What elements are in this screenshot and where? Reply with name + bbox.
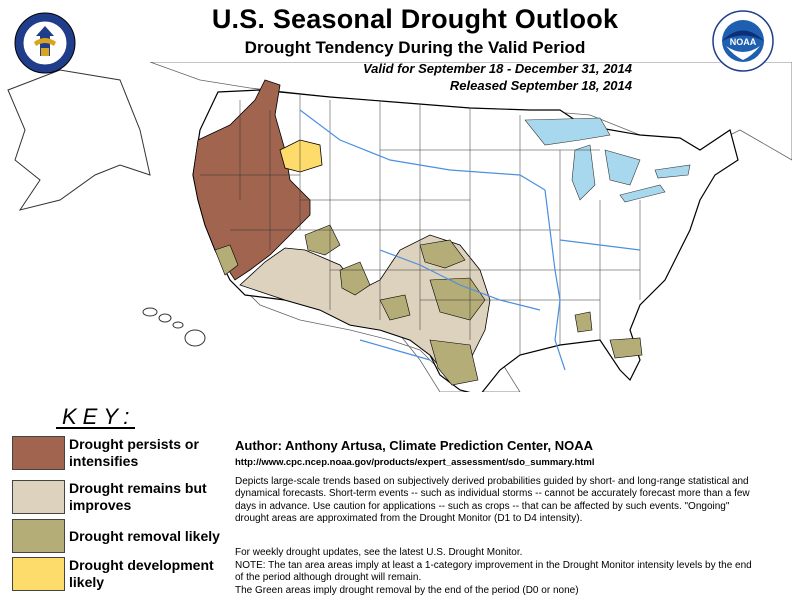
lake-ontario (654, 164, 691, 179)
removal-region (379, 294, 411, 321)
removal-region (429, 339, 479, 386)
note-tan-text: NOTE: The tan area areas imply at least … (235, 560, 752, 584)
legend-swatch-improves (12, 480, 65, 514)
hawaii-island (184, 329, 206, 347)
weekly-update-text: For weekly drought updates, see the late… (235, 547, 523, 558)
lake-huron (604, 149, 641, 186)
key-title: KEY: (55, 404, 136, 429)
river-line (299, 109, 546, 191)
author-credit: Author: Anthony Artusa, Climate Predicti… (235, 438, 594, 453)
legend-label: Drought removal likely (69, 527, 220, 544)
legend-label: Drought remains but improves (69, 480, 207, 513)
removal-region (304, 224, 341, 256)
legend-item-development: Drought development likely (12, 556, 241, 592)
removal-region (419, 239, 466, 269)
page-title: U.S. Seasonal Drought Outlook (211, 4, 619, 34)
noaa-logo-icon: NOAA (712, 10, 774, 72)
removal-region (609, 337, 643, 359)
valid-period: Valid for September 18 - December 31, 20… (362, 61, 632, 76)
legend-label: Drought development likely (69, 557, 214, 590)
improves-southwest-region (239, 234, 491, 381)
release-date: Released September 18, 2014 (449, 78, 632, 93)
river-line (359, 339, 431, 361)
legend-label: Drought persists or intensifies (69, 436, 199, 469)
removal-region (214, 244, 239, 276)
note-green-text: The Green areas imply drought removal by… (235, 585, 579, 596)
lake-michigan (571, 144, 596, 201)
legend-swatch-development (12, 557, 65, 591)
lake-superior (524, 117, 611, 146)
removal-region (574, 311, 593, 333)
river-line (544, 189, 566, 371)
hawaii-island (158, 313, 172, 323)
page-subtitle: Drought Tendency During the Valid Period (244, 38, 586, 57)
drought-outlook-map (7, 62, 792, 392)
alaska-land (7, 69, 151, 211)
legend-item-removal: Drought removal likely (12, 518, 241, 554)
summary-url[interactable]: http://www.cpc.ncep.noaa.gov/products/ex… (235, 457, 595, 468)
removal-region (429, 277, 486, 321)
doc-seal-icon (14, 12, 76, 74)
lake-erie (619, 184, 666, 203)
hawaii-island (142, 307, 158, 317)
description-text: Depicts large-scale trends based on subj… (235, 476, 750, 524)
legend-item-persists: Drought persists or intensifies (12, 435, 241, 471)
legend-swatch-removal (12, 519, 65, 553)
hawaii-island (172, 321, 184, 329)
river-line (379, 249, 541, 311)
legend-swatch-persists (12, 436, 65, 470)
svg-text:NOAA: NOAA (730, 37, 757, 47)
legend-item-improves: Drought remains but improves (12, 479, 241, 515)
river-line (559, 239, 641, 251)
canada-land (149, 62, 792, 161)
